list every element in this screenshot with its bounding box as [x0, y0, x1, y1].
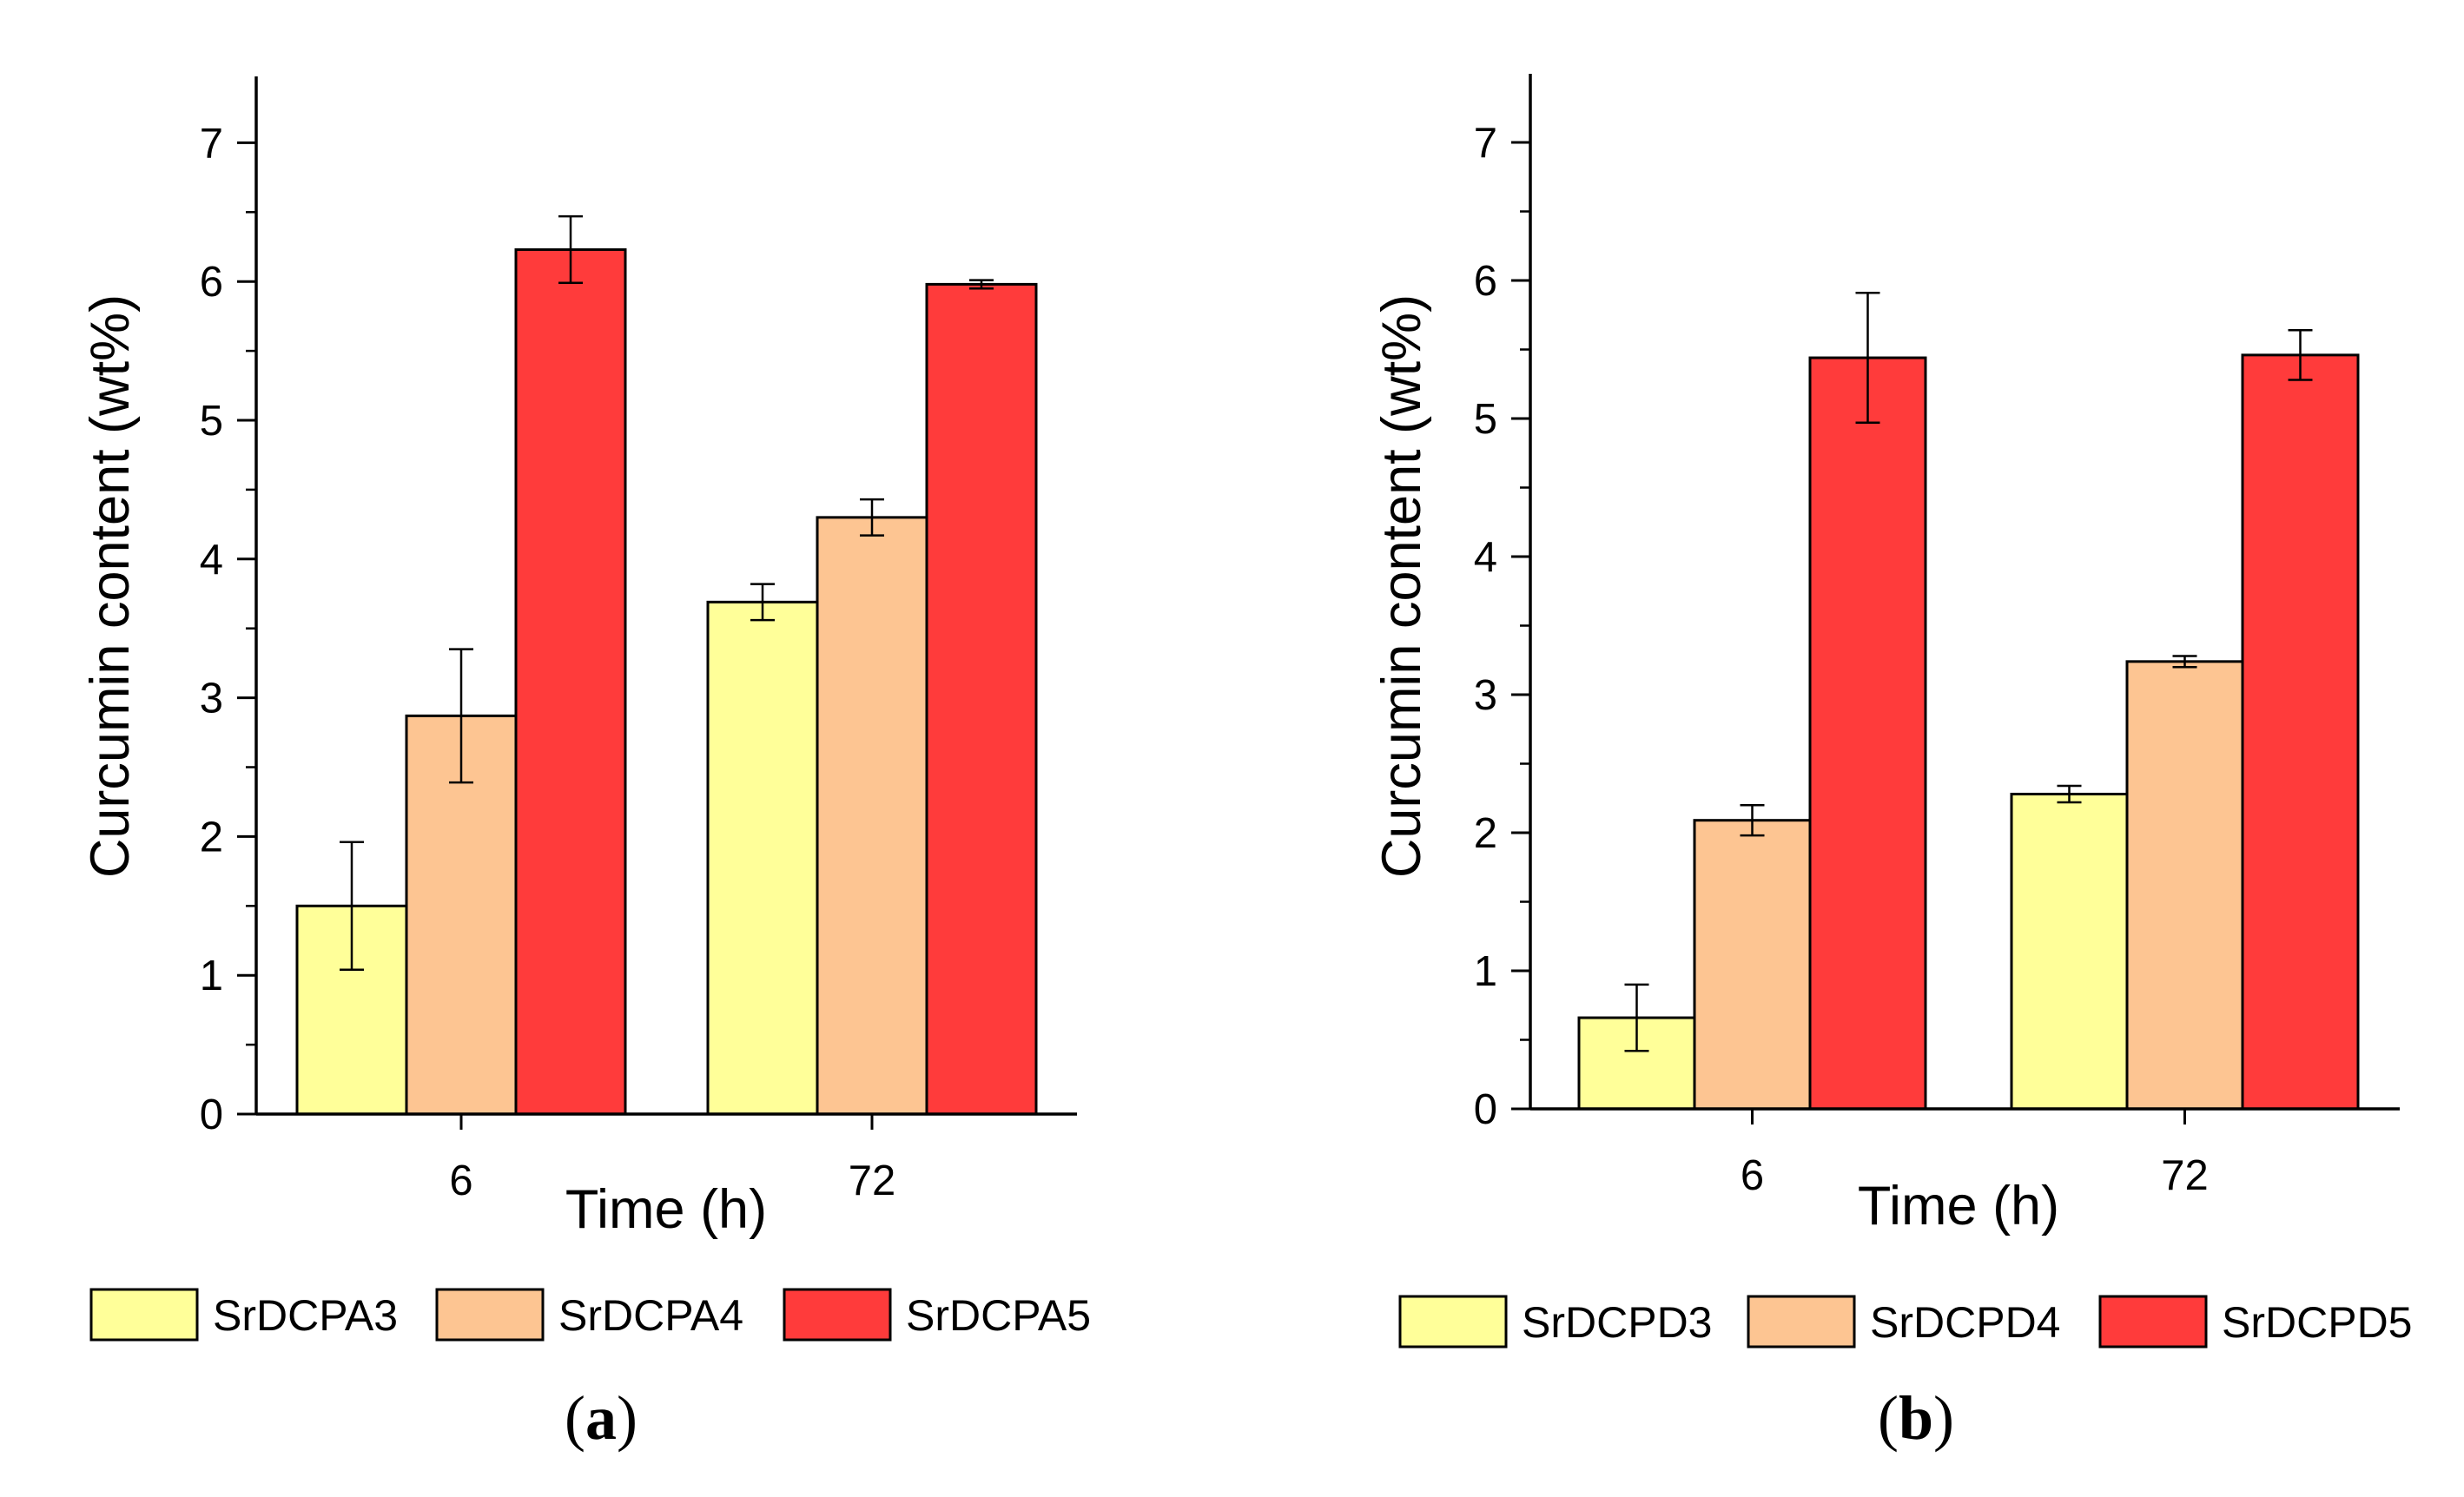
legend: SrDCPA3 SrDCPA4 SrDCPA5: [89, 1288, 1091, 1342]
y-tick-label: 0: [1474, 1086, 1497, 1133]
y-tick-label: 6: [200, 259, 223, 306]
bar-srdcpa3-72h: [706, 600, 819, 1116]
x-tick-label: 6: [449, 1157, 472, 1204]
legend-swatch-srdcpd4: [1747, 1295, 1856, 1349]
bar-srdcpd4-6h: [1693, 819, 1812, 1111]
x-tick-label: 72: [2161, 1152, 2209, 1199]
y-tick-label: 5: [1474, 396, 1497, 443]
errorbar-group: [340, 214, 994, 972]
bar-group: [295, 247, 1038, 1116]
legend-label-srdcpd5: SrDCPD5: [2222, 1298, 2412, 1347]
bar-srdcpd5-72h: [2241, 353, 2360, 1111]
panel-letter: b: [1899, 1383, 1933, 1453]
bar-srdcpd5-6h: [1808, 356, 1927, 1111]
legend-swatch-srdcpd5: [2098, 1295, 2208, 1349]
y-axis-title: Curcumin content (wt%): [80, 294, 141, 878]
y-tick-label: 3: [1474, 672, 1497, 719]
y-tick-label: 2: [1474, 810, 1497, 857]
x-tick-label: 6: [1741, 1152, 1764, 1199]
legend-label-srdcpd4: SrDCPD4: [1870, 1298, 2060, 1347]
bar-srdcpd3-72h: [2010, 792, 2129, 1111]
y-axis-title: Curcumin content (wt%): [1371, 294, 1432, 878]
axes: [1529, 74, 2400, 1111]
legend-label-srdcpa3: SrDCPA3: [213, 1291, 398, 1340]
y-tick-label: 0: [200, 1091, 223, 1138]
y-ticks: 0 1 2 3 4 5 6 7: [200, 120, 256, 1138]
x-axis-title: Time (h): [1858, 1176, 2059, 1237]
y-tick-label: 2: [200, 814, 223, 861]
y-tick-label: 1: [1474, 948, 1497, 995]
panel-label-a: (a): [565, 1383, 637, 1453]
y-tick-label: 3: [200, 676, 223, 722]
errorbar-group: [1624, 292, 2313, 1052]
x-axis-title: Time (h): [565, 1179, 767, 1240]
legend-label-srdcpa4: SrDCPA4: [558, 1291, 743, 1340]
bar-srdcpa4-72h: [816, 516, 928, 1116]
y-tick-label: 4: [1474, 534, 1497, 581]
y-tick-label: 4: [200, 537, 223, 584]
bar-srdcpa5-72h: [925, 282, 1038, 1116]
y-tick-label: 1: [200, 953, 223, 999]
legend-label-srdcpd3: SrDCPD3: [1522, 1298, 1712, 1347]
legend-swatch-srdcpa5: [783, 1288, 892, 1342]
legend-swatch-srdcpa3: [89, 1288, 199, 1342]
chart-panel-a: 0 1 2 3 4 5 6 7 6 72 Curcumin content (wt%) Time…: [80, 76, 1091, 1453]
panel-letter: a: [585, 1383, 617, 1453]
y-tick-label: 7: [1474, 120, 1497, 167]
x-ticks: 6 72: [1741, 1109, 2209, 1199]
y-ticks: 0 1 2 3 4 5 6 7: [1474, 120, 1530, 1133]
x-tick-label: 72: [849, 1157, 896, 1204]
x-ticks: 6 72: [449, 1114, 895, 1204]
panel-label-b: (b): [1878, 1383, 1954, 1453]
bar-srdcpa5-6h: [514, 247, 627, 1116]
legend-swatch-srdcpa4: [435, 1288, 545, 1342]
y-tick-label: 6: [1474, 258, 1497, 305]
y-tick-label: 5: [200, 398, 223, 445]
y-tick-label: 7: [200, 120, 223, 167]
chart-panel-b: 0 1 2 3 4 5 6 7 6 72 Curcumin content (wt%) Time…: [1371, 74, 2412, 1453]
legend-label-srdcpa5: SrDCPA5: [906, 1291, 1091, 1340]
axes: [254, 76, 1077, 1116]
legend-swatch-srdcpd3: [1398, 1295, 1508, 1349]
bar-srdcpd4-72h: [2125, 660, 2244, 1111]
legend: SrDCPD3 SrDCPD4 SrDCPD5: [1398, 1295, 2412, 1349]
